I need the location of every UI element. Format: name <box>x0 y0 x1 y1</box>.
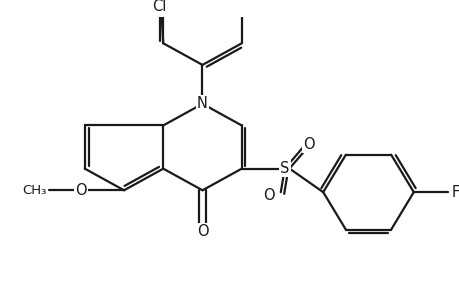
Text: S: S <box>280 161 289 176</box>
Text: F: F <box>451 185 459 200</box>
Text: N: N <box>196 96 207 111</box>
Text: O: O <box>303 137 314 152</box>
Text: O: O <box>196 224 208 239</box>
Text: O: O <box>263 188 274 203</box>
Text: Cl: Cl <box>152 0 166 14</box>
Text: CH₃: CH₃ <box>22 184 47 197</box>
Text: O: O <box>75 183 87 198</box>
